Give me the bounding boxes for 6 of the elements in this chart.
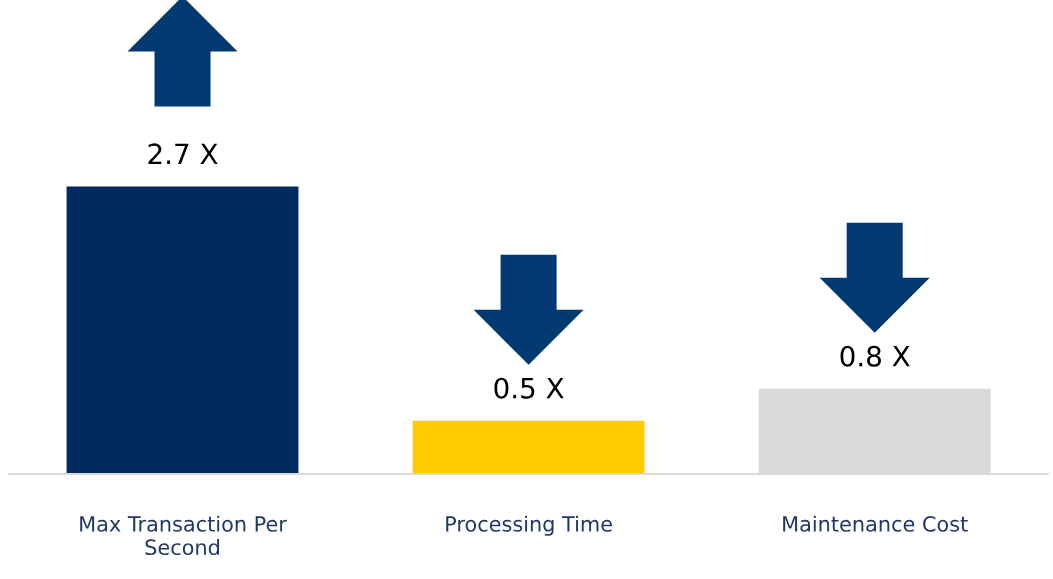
- data-label: 0.8 X: [840, 345, 910, 367]
- x-tick-label: Maintenance Cost: [783, 515, 968, 532]
- x-tick-label: Max Transaction Per Second: [80, 515, 287, 556]
- data-label: 2.7 X: [148, 143, 218, 164]
- data-label: 0.5 X: [494, 377, 564, 399]
- x-tick-label: Processing Time: [446, 515, 612, 536]
